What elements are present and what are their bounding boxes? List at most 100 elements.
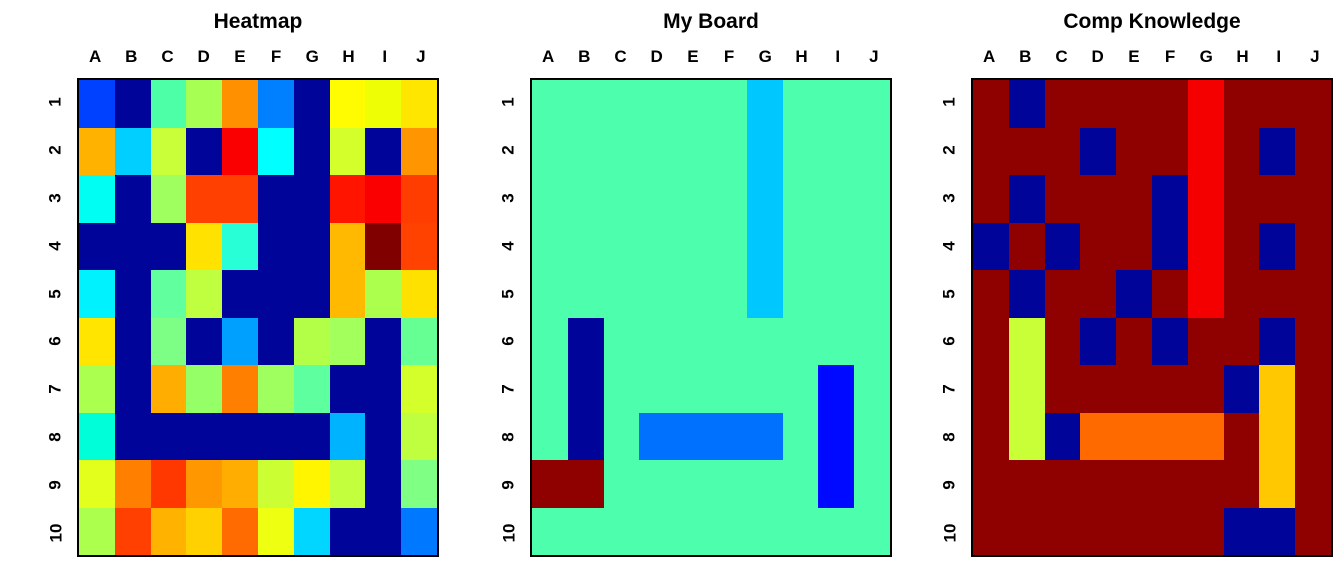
grid-cell-G3	[293, 175, 330, 223]
grid-cell-E1	[675, 80, 711, 128]
grid-cell-F10	[710, 507, 747, 555]
grid-cell-F2	[257, 127, 294, 175]
grid-cell-F8	[1151, 412, 1188, 460]
grid-cell-E8	[1116, 412, 1152, 460]
grid-cell-H4	[782, 222, 819, 270]
row-label-5: 5	[940, 288, 959, 299]
grid-cell-C9	[603, 460, 640, 508]
chart-title-heatmap: Heatmap	[213, 10, 303, 33]
grid-cell-D1	[1080, 80, 1117, 128]
column-label-G: G	[1199, 47, 1213, 66]
grid-cell-H8	[782, 412, 819, 460]
grid-cell-I8	[365, 412, 402, 460]
grid-cell-E7	[1116, 365, 1152, 413]
grid-cell-G4	[293, 222, 330, 270]
grid-cell-A10	[973, 507, 1009, 555]
my-board-grid	[530, 78, 892, 557]
grid-cell-B10	[1008, 507, 1045, 555]
column-label-J: J	[416, 47, 426, 66]
grid-cell-E1	[222, 80, 258, 128]
grid-cell-A6	[532, 317, 568, 365]
row-label-slot: 6	[932, 318, 968, 366]
grid-cell-B6	[1008, 317, 1045, 365]
grid-cell-J4	[1295, 222, 1331, 270]
row-label-slot: 5	[932, 270, 968, 318]
row-labels: 1 2 3 4 5 6 7 8 9 10	[491, 78, 527, 557]
grid-cell-J3	[401, 175, 437, 223]
grid-cell-G5	[293, 270, 330, 318]
grid-cell-G1	[293, 80, 330, 128]
row-label-slot: 1	[491, 78, 527, 126]
grid-cell-E10	[222, 507, 258, 555]
column-labels: A B C D E F G H I J	[77, 44, 439, 70]
grid-cell-D4	[186, 222, 223, 270]
grid-cell-G7	[746, 365, 783, 413]
grid-cell-E6	[222, 317, 258, 365]
grid-cell-I3	[1259, 175, 1296, 223]
grid-cell-E5	[675, 270, 711, 318]
grid-cell-C1	[1044, 80, 1081, 128]
row-label-2: 2	[940, 145, 959, 155]
grid-cell-I2	[365, 127, 402, 175]
row-label-8: 8	[499, 432, 518, 442]
grid-cell-H7	[782, 365, 819, 413]
grid-cell-J4	[401, 222, 437, 270]
grid-cell-I8	[1259, 412, 1296, 460]
grid-cell-B7	[567, 365, 604, 413]
grid-cell-D9	[186, 460, 223, 508]
column-label-D: D	[197, 47, 210, 66]
grid-cell-A3	[532, 175, 568, 223]
column-label-H: H	[342, 47, 355, 66]
grid-cell-D8	[1080, 412, 1117, 460]
grid-cell-B2	[567, 127, 604, 175]
grid-cell-F8	[710, 412, 747, 460]
grid-cell-I3	[365, 175, 402, 223]
grid-cell-I1	[365, 80, 402, 128]
grid-cell-D3	[186, 175, 223, 223]
grid-cell-J9	[854, 460, 890, 508]
grid-cell-H7	[329, 365, 366, 413]
grid-cell-J7	[401, 365, 437, 413]
grid-cell-G10	[1187, 507, 1224, 555]
grid-cell-H1	[782, 80, 819, 128]
row-label-slot: 8	[491, 413, 527, 461]
grid-cell-A4	[532, 222, 568, 270]
row-label-slot: 3	[932, 174, 968, 222]
row-label-1: 1	[499, 97, 518, 107]
grid-cell-H3	[1223, 175, 1260, 223]
grid-cell-H9	[1223, 460, 1260, 508]
column-label-F: F	[723, 47, 735, 66]
grid-cell-H4	[1223, 222, 1260, 270]
grid-cell-D5	[1080, 270, 1117, 318]
grid-cell-C8	[1044, 412, 1081, 460]
grid-cell-H1	[329, 80, 366, 128]
grid-cell-A4	[79, 222, 115, 270]
grid-cell-J10	[854, 507, 890, 555]
row-labels: 1 2 3 4 5 6 7 8 9 10	[932, 78, 968, 557]
grid-cell-G5	[746, 270, 783, 318]
grid-cell-F1	[1151, 80, 1188, 128]
row-label-10: 10	[498, 523, 518, 543]
grid-cell-F7	[257, 365, 294, 413]
grid-cell-B7	[1008, 365, 1045, 413]
grid-cell-H5	[329, 270, 366, 318]
grid-cell-G5	[1187, 270, 1224, 318]
row-label-slot: 5	[491, 270, 527, 318]
grid-cell-F6	[257, 317, 294, 365]
row-label-slot: 10	[932, 509, 968, 557]
row-label-1: 1	[46, 97, 65, 107]
grid-cell-C3	[1044, 175, 1081, 223]
column-label-J: J	[869, 47, 879, 66]
column-label-E: E	[234, 47, 246, 66]
column-label-C: C	[161, 47, 174, 66]
grid-cell-A8	[532, 412, 568, 460]
row-label-7: 7	[46, 384, 65, 395]
row-label-slot: 2	[932, 126, 968, 174]
chart-title-my-board: My Board	[663, 10, 759, 33]
column-label-I: I	[835, 47, 841, 66]
grid-cell-J8	[401, 412, 437, 460]
grid-cell-B6	[567, 317, 604, 365]
grid-cell-E1	[1116, 80, 1152, 128]
grid-cell-A9	[973, 460, 1009, 508]
